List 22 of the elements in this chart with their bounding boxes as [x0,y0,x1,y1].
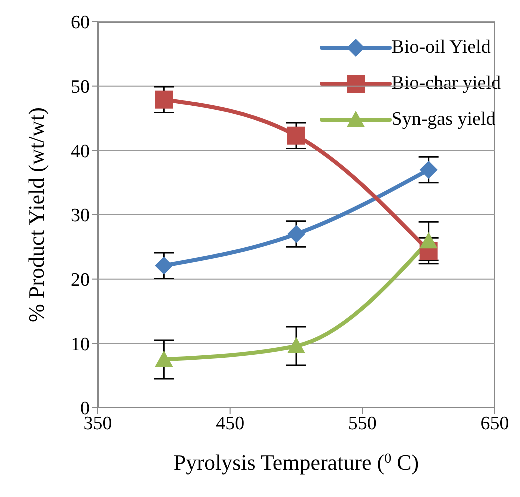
y-tick-label: 60 [71,12,90,34]
point [420,232,438,249]
point [288,337,306,354]
point [288,225,306,244]
x-tick-label: 450 [216,413,245,434]
y-tick-label: 20 [71,270,90,292]
y-tick-label: 30 [71,206,90,227]
legend-label: Bio-oil Yield [392,37,491,59]
x-tick-label: 650 [480,413,510,434]
x-axis-title: Pyrolysis Temperature ($^{0}$ C) [174,450,420,475]
legend-label: Bio-char yield [392,73,501,95]
legend-label: Syn-gas yield [392,109,496,131]
point [288,126,306,145]
point [420,160,438,179]
point [155,256,174,275]
point [155,90,174,109]
y-tick-label: 50 [71,77,90,98]
y-axis-title: % Product Yield (wt/wt) [24,108,49,322]
point [155,350,174,367]
y-tick-label: 10 [71,334,90,356]
y-tick-label: 40 [71,141,90,162]
x-tick-label: 550 [348,413,377,434]
